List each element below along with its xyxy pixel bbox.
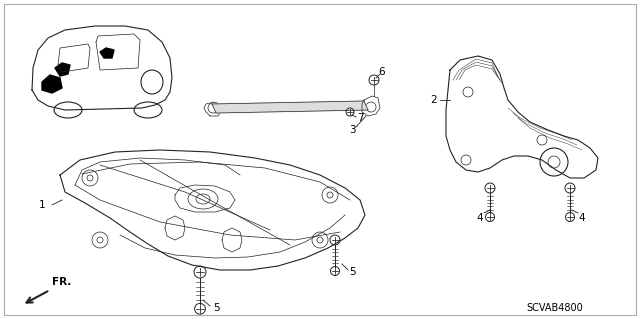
Text: SCVAB4800: SCVAB4800: [527, 303, 584, 313]
Polygon shape: [100, 48, 114, 58]
Text: 7: 7: [356, 113, 364, 123]
Polygon shape: [212, 101, 368, 113]
Text: 4: 4: [477, 213, 483, 223]
Text: 3: 3: [349, 125, 355, 135]
Text: 5: 5: [212, 303, 220, 313]
Polygon shape: [42, 75, 62, 93]
Text: FR.: FR.: [52, 277, 72, 287]
Text: 5: 5: [349, 267, 356, 277]
Text: 6: 6: [379, 67, 385, 77]
Text: 2: 2: [431, 95, 437, 105]
Polygon shape: [55, 63, 70, 76]
Text: 4: 4: [579, 213, 586, 223]
Text: 1: 1: [38, 200, 45, 210]
